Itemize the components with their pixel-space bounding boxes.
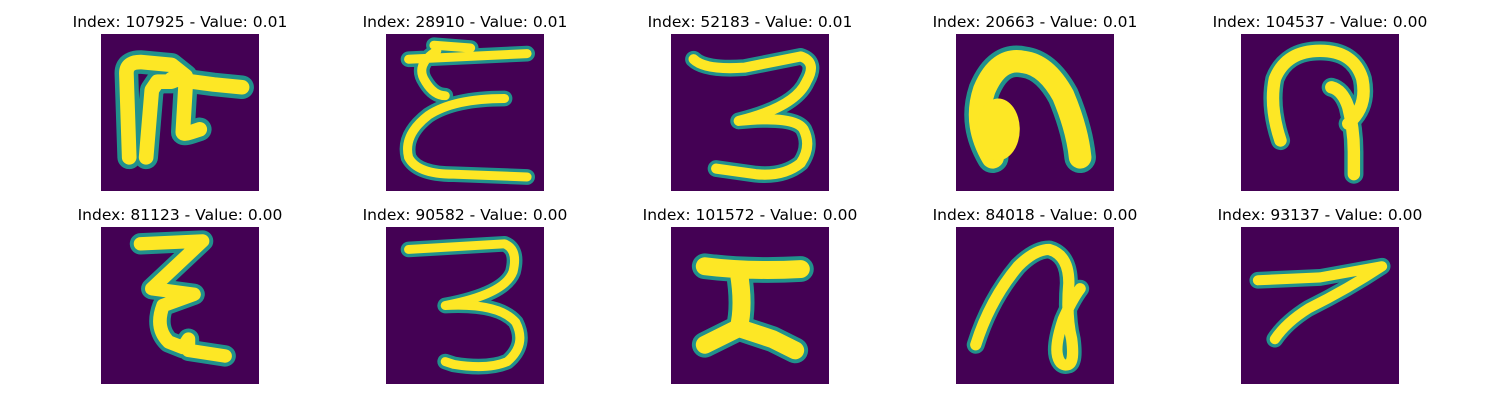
panel-10: Index: 93137 - Value: 0.00 — [1170, 205, 1470, 395]
glyph-image-20663 — [956, 34, 1114, 191]
panel-title: Index: 101572 - Value: 0.00 — [642, 206, 858, 224]
glyph-image-101572 — [671, 227, 829, 384]
glyph-image-84018 — [956, 227, 1114, 384]
panel-6: Index: 81123 - Value: 0.00 — [30, 205, 330, 395]
glyph-image-107925 — [101, 34, 259, 191]
panel-2: Index: 28910 - Value: 0.01 — [315, 12, 615, 202]
panel-1: Index: 107925 - Value: 0.01 — [30, 12, 330, 202]
panel-8: Index: 101572 - Value: 0.00 — [600, 205, 900, 395]
glyph-image-90582 — [386, 227, 544, 384]
glyph-image-93137 — [1241, 227, 1399, 384]
glyph-image-28910 — [386, 34, 544, 191]
panel-title: Index: 90582 - Value: 0.00 — [362, 206, 568, 224]
panel-title: Index: 107925 - Value: 0.01 — [72, 13, 288, 31]
panel-title: Index: 104537 - Value: 0.00 — [1212, 13, 1428, 31]
panel-3: Index: 52183 - Value: 0.01 — [600, 12, 900, 202]
panel-title: Index: 93137 - Value: 0.00 — [1217, 206, 1423, 224]
glyph-image-81123 — [101, 227, 259, 384]
panel-4: Index: 20663 - Value: 0.01 — [885, 12, 1185, 202]
panel-title: Index: 84018 - Value: 0.00 — [932, 206, 1138, 224]
panel-7: Index: 90582 - Value: 0.00 — [315, 205, 615, 395]
panel-title: Index: 28910 - Value: 0.01 — [362, 13, 568, 31]
glyph-image-104537 — [1241, 34, 1399, 191]
panel-title: Index: 52183 - Value: 0.01 — [647, 13, 853, 31]
panel-5: Index: 104537 - Value: 0.00 — [1170, 12, 1470, 202]
panel-title: Index: 20663 - Value: 0.01 — [932, 13, 1138, 31]
glyph-image-52183 — [671, 34, 829, 191]
panel-title: Index: 81123 - Value: 0.00 — [77, 206, 283, 224]
panel-9: Index: 84018 - Value: 0.00 — [885, 205, 1185, 395]
